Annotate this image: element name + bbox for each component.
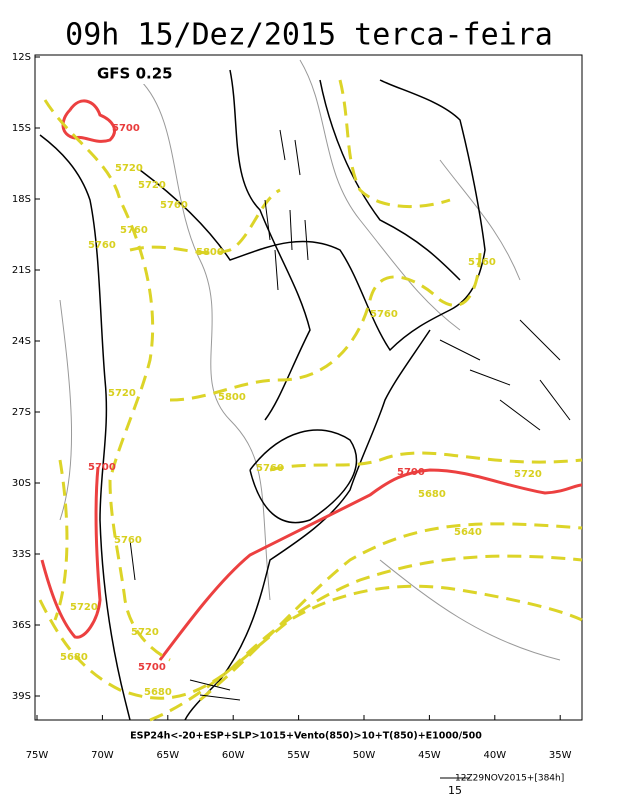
isolines-5700 [40,99,583,661]
contour-label: 5680 [144,687,172,698]
run-label: 12Z29NOV2015+[384h] [455,774,564,784]
lat-label: 33S [12,549,31,560]
lon-label: 40W [483,750,506,761]
lon-label: 45W [418,750,441,761]
contour-label: 5760 [468,257,496,268]
contour-label: 5700 [88,462,116,473]
lon-label: 60W [222,750,245,761]
lat-label: 21S [12,265,31,276]
contour-label: 5720 [70,602,98,613]
map-frame [34,54,583,721]
lon-label: 65W [156,750,179,761]
isolines-dashed [38,79,583,722]
contour-label: 5640 [454,527,482,538]
contour-label: 5800 [218,392,246,403]
contour-label: 5720 [108,388,136,399]
lon-label: 50W [353,750,376,761]
lat-label: 15S [12,123,31,134]
contour-label: 5700 [112,123,140,134]
contour-label: 5680 [60,652,88,663]
contour-label: 5760 [114,535,142,546]
model-box [90,62,190,84]
lat-label: 18S [12,194,31,205]
contour-label: 5720 [115,163,143,174]
lon-label: 35W [549,750,572,761]
lat-label: 24S [12,336,31,347]
model-label: GFS 0.25 [97,65,173,83]
scale-label: 15 [448,784,462,797]
lat-label: 39S [12,691,31,702]
coastline [39,69,486,721]
contour-label: 5720 [131,627,159,638]
terrain-contours [59,59,561,661]
contour-label: 5720 [514,469,542,480]
axes: 12S 15S 18S 21S 24S 27S 30S 33S 36S 39S 75W 70W 65W 6… [12,52,572,761]
lon-label: 55W [287,750,310,761]
contour-label: 5680 [418,489,446,500]
contour-label: 5760 [120,225,148,236]
title: 09h 15/Dez/2015 terca-feira [65,18,553,53]
lat-label: 12S [12,52,31,63]
contour-label: 5800 [196,247,224,258]
contour-label: 5700 [397,467,425,478]
contour-label: 5700 [138,662,166,673]
contour-labels: 5700 5700 5700 5700 5720 5720 5760 5760 … [60,123,542,698]
contour-label: 5720 [138,180,166,191]
contour-label: 5760 [370,309,398,320]
lon-label: 75W [26,750,49,761]
contour-label: 5760 [88,240,116,251]
caption: ESP24h<-20+ESP+SLP>1015+Vento(850)>10+T(… [130,731,482,742]
caption-box [100,727,520,745]
contour-label: 5760 [160,200,188,211]
wind-barbs [129,129,571,701]
lat-label: 30S [12,478,31,489]
contour-label: 5760 [256,463,284,474]
lon-label: 70W [91,750,114,761]
lat-label: 36S [12,620,31,631]
lat-label: 27S [12,407,31,418]
